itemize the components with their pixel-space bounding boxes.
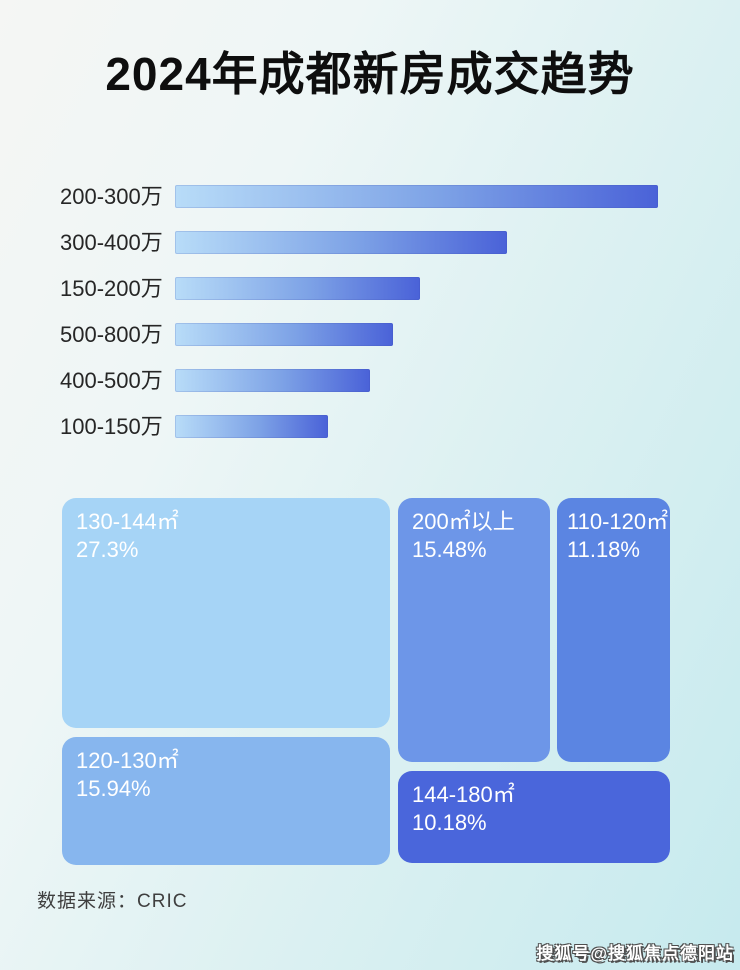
bar-row: 500-800万 xyxy=(60,323,680,346)
watermark: 搜狐号@搜狐焦点德阳站 xyxy=(536,944,734,963)
bar-track xyxy=(175,323,680,346)
bar-track xyxy=(175,369,680,392)
bar-300-400 xyxy=(175,231,507,254)
bar-row: 150-200万 xyxy=(60,277,680,300)
bar-track xyxy=(175,415,680,438)
bar-row: 400-500万 xyxy=(60,369,680,392)
bar-150-200 xyxy=(175,277,420,300)
tile-label: 200㎡以上 xyxy=(412,509,515,534)
bar-400-500 xyxy=(175,369,370,392)
tile-value: 15.48% xyxy=(412,537,487,563)
tile-label: 120-130㎡ xyxy=(76,748,179,773)
bar-track xyxy=(175,277,680,300)
tile-value: 27.3% xyxy=(76,537,139,563)
price-band-bar-chart: 200-300万 300-400万 150-200万 500-800万 400-… xyxy=(60,185,680,461)
bar-category-label: 200-300万 xyxy=(60,184,163,209)
tile-label: 130-144㎡ xyxy=(76,509,179,534)
bar-category-label: 500-800万 xyxy=(60,322,163,347)
bar-category-label: 300-400万 xyxy=(60,230,163,255)
bar-100-150 xyxy=(175,415,328,438)
bar-track xyxy=(175,231,680,254)
bar-category-label: 100-150万 xyxy=(60,414,163,439)
bar-row: 100-150万 xyxy=(60,415,680,438)
page-title: 2024年成都新房成交趋势 xyxy=(105,48,635,100)
tile-value: 10.18% xyxy=(412,810,487,836)
treemap-tile-130-144: 130-144㎡ 27.3% xyxy=(62,498,390,728)
tile-label: 110-120㎡ xyxy=(567,509,669,534)
tile-label: 144-180㎡ xyxy=(412,782,515,807)
bar-category-label: 150-200万 xyxy=(60,276,163,301)
tile-value: 15.94% xyxy=(76,776,151,802)
bar-500-800 xyxy=(175,323,393,346)
treemap-tile-200-plus: 200㎡以上 15.48% xyxy=(398,498,550,762)
treemap-tile-110-120: 110-120㎡ 11.18% xyxy=(557,498,670,762)
tile-value: 11.18% xyxy=(567,537,640,563)
data-source-note: 数据来源：CRIC xyxy=(37,891,188,912)
bar-category-label: 400-500万 xyxy=(60,368,163,393)
bar-track xyxy=(175,185,680,208)
treemap-tile-144-180: 144-180㎡ 10.18% xyxy=(398,771,670,863)
bar-row: 300-400万 xyxy=(60,231,680,254)
area-share-treemap: 130-144㎡ 27.3% 120-130㎡ 15.94% 200㎡以上 15… xyxy=(62,498,670,865)
bar-200-300 xyxy=(175,185,658,208)
treemap-tile-120-130: 120-130㎡ 15.94% xyxy=(62,737,390,865)
bar-row: 200-300万 xyxy=(60,185,680,208)
